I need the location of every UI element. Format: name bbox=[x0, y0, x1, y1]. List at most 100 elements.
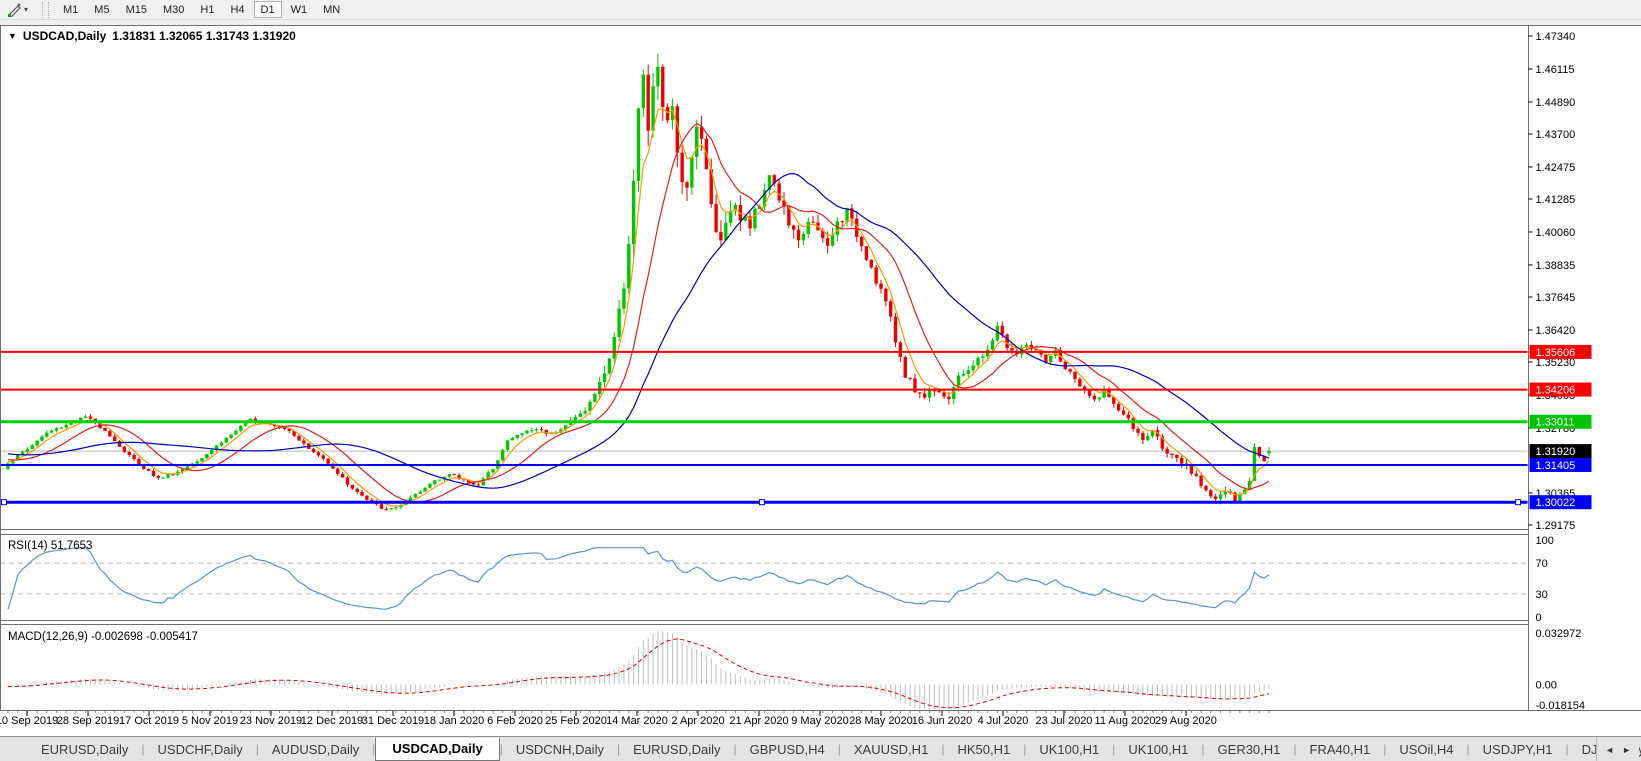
chart-tab-USDCHF-Daily[interactable]: USDCHF,Daily bbox=[157, 741, 243, 757]
macd-panel: MACD(12,26,9) -0.002698 -0.005417 bbox=[7, 631, 1270, 709]
chart-tabs-bar: EURUSD,Daily | USDCHF,Daily | AUDUSD,Daily | U… bbox=[0, 736, 1641, 761]
date-axis-label: 10 Sep 2019 bbox=[0, 715, 58, 727]
chart-tab-XAUUSD-H1[interactable]: XAUUSD,H1 bbox=[853, 741, 929, 757]
date-axis-label: 21 Apr 2020 bbox=[729, 715, 788, 727]
timeframe-button-W1[interactable]: W1 bbox=[290, 4, 308, 16]
tab-separator: | bbox=[1023, 742, 1027, 756]
tab-separator: | bbox=[1565, 742, 1569, 756]
chart-tab-GER30-H1[interactable]: GER30,H1 bbox=[1217, 741, 1281, 757]
timeframe-button-M5[interactable]: M5 bbox=[94, 4, 110, 16]
chart-tab-USDCAD-Daily[interactable]: USDCAD,Daily bbox=[375, 737, 500, 761]
date-axis-label: 28 Sep 2019 bbox=[57, 715, 119, 727]
tab-separator: | bbox=[255, 742, 259, 756]
price-axis-label: 1.41285 bbox=[1536, 194, 1576, 206]
timeframe-button-D1[interactable]: D1 bbox=[253, 1, 282, 18]
price-badge-1.35606 bbox=[1529, 344, 1592, 359]
timeframe-button-H4[interactable]: H4 bbox=[230, 4, 245, 16]
macd-axis-label: -0.018154 bbox=[1536, 700, 1586, 712]
rsi-axis-label: 0 bbox=[1536, 612, 1542, 624]
price-panel bbox=[0, 53, 1528, 511]
timeframe-button-M15[interactable]: M15 bbox=[125, 4, 147, 16]
price-axis-label: 1.38835 bbox=[1536, 260, 1576, 272]
tab-scroll-left-icon[interactable]: ◄ bbox=[1605, 744, 1615, 755]
macd-axis-label: 0.032972 bbox=[1536, 628, 1582, 640]
price-badge-text: 1.31405 bbox=[1536, 460, 1576, 472]
chart-tab-USOil-H4[interactable]: USOil,H4 bbox=[1399, 741, 1454, 757]
chart-tab-USDCNH-Daily[interactable]: USDCNH,Daily bbox=[515, 741, 604, 757]
chart-tab-AUDUSD-Daily[interactable]: AUDUSD,Daily bbox=[271, 741, 360, 757]
chart-tab-USDJPY-H1[interactable]: USDJPY,H1 bbox=[1482, 741, 1553, 757]
chart-tab-HK50-H1[interactable]: HK50,H1 bbox=[957, 741, 1011, 757]
date-axis-label: 11 Aug 2020 bbox=[1095, 715, 1156, 727]
tab-separator: | bbox=[1201, 742, 1205, 756]
date-axis-label: 16 Jun 2020 bbox=[912, 715, 973, 727]
rsi-label: RSI(14) 51.7653 bbox=[8, 540, 92, 552]
macd-histogram bbox=[7, 631, 1270, 709]
date-axis-label: 9 May 2020 bbox=[791, 715, 848, 727]
panel-borders bbox=[0, 25, 1641, 711]
date-axis-label: 23 Nov 2019 bbox=[240, 715, 302, 727]
rsi-axis-label: 100 bbox=[1536, 535, 1554, 547]
chart-background bbox=[0, 25, 1641, 736]
price-badge-1.30022 bbox=[1529, 495, 1592, 510]
ma-ema-5-line bbox=[7, 108, 1270, 507]
price-axis-label: 1.36420 bbox=[1536, 325, 1576, 337]
chart-tab-UK100-H1[interactable]: UK100,H1 bbox=[1039, 741, 1100, 757]
timeframe-button-M30[interactable]: M30 bbox=[162, 4, 185, 16]
tab-scroll-right-icon[interactable]: ► bbox=[1622, 744, 1631, 755]
timeframe-button-H1[interactable]: H1 bbox=[200, 4, 215, 16]
rsi-line bbox=[7, 547, 1270, 610]
chart-tab-EURUSD-Daily[interactable]: EURUSD,Daily bbox=[633, 741, 721, 757]
date-axis-label: 28 May 2020 bbox=[849, 715, 913, 727]
chart-tab-FRA40-H1[interactable]: FRA40,H1 bbox=[1309, 741, 1371, 757]
date-axis-label: 12 Dec 2019 bbox=[301, 715, 363, 727]
date-axis-label: 25 Feb 2020 bbox=[545, 715, 607, 727]
price-axis-label: 1.46115 bbox=[1536, 64, 1575, 76]
timeframe-toolbar: ▾ M1 M5 M15 M30 H1 H4 D1 W1 MN bbox=[0, 0, 1641, 20]
macd-label: MACD(12,26,9) -0.002698 -0.005417 bbox=[8, 631, 198, 643]
chart-dropdown-icon[interactable]: ▼ bbox=[8, 31, 17, 41]
price-badge-text: 1.30022 bbox=[1536, 497, 1576, 509]
price-axis-label: 1.43700 bbox=[1536, 129, 1576, 141]
date-axis-label: 14 Mar 2020 bbox=[606, 715, 668, 727]
ohlc-values: 1.31831 1.32065 1.31743 1.31920 bbox=[112, 29, 296, 43]
toolbar-grip[interactable] bbox=[42, 1, 50, 18]
date-axis-label: 6 Feb 2020 bbox=[487, 715, 543, 727]
tool-dropdown-caret: ▾ bbox=[24, 5, 29, 14]
tab-separator: | bbox=[616, 742, 621, 756]
price-axis-label: 1.35230 bbox=[1536, 357, 1576, 369]
macd-axis-label: 0.00 bbox=[1536, 680, 1557, 692]
price-badge-1.34206 bbox=[1529, 382, 1592, 397]
tab-separator: | bbox=[837, 742, 841, 756]
ma-sma-34-line bbox=[7, 172, 1270, 489]
timeframe-button-M1[interactable]: M1 bbox=[63, 4, 79, 16]
chart-tab-UK100-H1[interactable]: UK100,H1 bbox=[1128, 741, 1189, 757]
price-badge-1.33011 bbox=[1529, 414, 1592, 429]
hline-handle[interactable] bbox=[759, 499, 765, 506]
chart-tab-GBPUSD-H4[interactable]: GBPUSD,H4 bbox=[749, 741, 825, 757]
price-badge-text: 1.33011 bbox=[1536, 417, 1575, 429]
timeframe-button-MN[interactable]: MN bbox=[323, 4, 341, 16]
chart-tab-EURUSD-Daily[interactable]: EURUSD,Daily bbox=[41, 741, 129, 757]
price-badge-text: 1.31920 bbox=[1536, 446, 1576, 458]
date-axis-label: 18 Jan 2020 bbox=[424, 715, 485, 727]
macd-signal-line bbox=[8, 638, 1270, 709]
date-axis-label: 23 Jul 2020 bbox=[1036, 715, 1093, 727]
price-chart-canvas: RSI(14) 51.7653 MACD(12,26,9) -0.002698 -… bbox=[0, 25, 1641, 736]
timeframe-buttons: M1 M5 M15 M30 H1 H4 D1 W1 MN bbox=[55, 1, 348, 18]
price-axis-label: 1.44890 bbox=[1536, 97, 1576, 109]
annotation-tool-button[interactable]: ▾ bbox=[3, 1, 32, 18]
annotation-tool-icon bbox=[8, 3, 21, 17]
price-badge-1.31920 bbox=[1529, 444, 1592, 459]
tab-separator: | bbox=[141, 742, 145, 756]
rsi-axis-label: 30 bbox=[1536, 589, 1548, 601]
tab-separator: | bbox=[1466, 742, 1470, 756]
hline-handle[interactable] bbox=[1515, 499, 1521, 506]
tab-separator: | bbox=[1293, 742, 1297, 756]
price-badge-text: 1.34206 bbox=[1536, 385, 1576, 397]
tab-separator: | bbox=[733, 742, 737, 756]
price-axis-label: 1.47340 bbox=[1536, 31, 1576, 43]
hline-handle[interactable] bbox=[1, 499, 7, 506]
